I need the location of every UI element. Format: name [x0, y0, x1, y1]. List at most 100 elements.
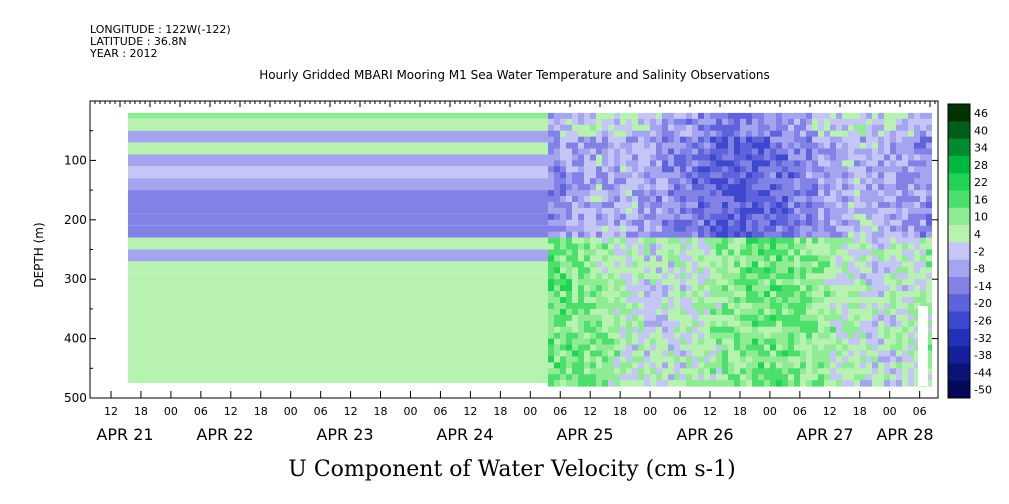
late-cell — [614, 255, 620, 262]
late-cell — [818, 332, 824, 340]
late-cell — [722, 196, 728, 203]
late-cell — [878, 249, 884, 256]
late-cell — [596, 326, 602, 334]
late-cell — [560, 196, 566, 203]
late-cell — [650, 237, 656, 245]
late-cell — [686, 362, 692, 369]
late-cell — [752, 356, 758, 363]
late-cell — [890, 273, 896, 280]
late-cell — [848, 267, 854, 274]
late-cell — [758, 148, 764, 155]
late-cell — [572, 314, 578, 322]
late-cell — [782, 178, 788, 185]
late-cell — [884, 320, 890, 328]
late-cell — [764, 291, 770, 298]
late-cell — [794, 142, 800, 150]
late-cell — [818, 231, 824, 239]
late-cell — [740, 160, 746, 167]
late-cell — [644, 213, 650, 221]
late-cell — [908, 356, 914, 363]
late-cell — [650, 380, 656, 387]
late-cell — [632, 302, 638, 310]
late-cell — [866, 219, 872, 227]
late-cell — [800, 172, 806, 179]
late-cell — [842, 148, 848, 155]
late-cell — [734, 136, 740, 144]
late-cell — [704, 338, 710, 346]
late-cell — [830, 172, 836, 179]
late-cell — [692, 273, 698, 280]
late-cell — [566, 302, 572, 310]
late-cell — [818, 350, 824, 357]
x-tick-label: 18 — [134, 405, 148, 418]
late-cell — [890, 285, 896, 292]
late-cell — [746, 237, 752, 245]
late-cell — [626, 201, 632, 209]
late-cell — [896, 326, 902, 334]
late-cell — [560, 130, 566, 138]
late-cell — [800, 196, 806, 203]
late-cell — [548, 243, 554, 250]
late-cell — [716, 344, 722, 351]
late-cell — [878, 148, 884, 155]
late-cell — [650, 154, 656, 161]
late-cell — [680, 219, 686, 227]
late-cell — [728, 243, 734, 250]
late-cell — [842, 291, 848, 298]
late-cell — [854, 291, 860, 298]
late-cell — [710, 130, 716, 138]
late-cell — [608, 213, 614, 221]
early-band — [128, 178, 548, 191]
late-cell — [860, 148, 866, 155]
late-cell — [692, 213, 698, 221]
late-cell — [758, 172, 764, 179]
late-cell — [914, 297, 920, 304]
late-cell — [650, 320, 656, 328]
late-cell — [836, 297, 842, 304]
late-cell — [680, 112, 686, 120]
late-cell — [770, 243, 776, 250]
late-cell — [614, 308, 620, 316]
late-cell — [692, 219, 698, 227]
late-cell — [806, 243, 812, 250]
late-cell — [674, 350, 680, 357]
late-cell — [806, 291, 812, 298]
late-cell — [752, 154, 758, 161]
late-cell — [824, 338, 830, 346]
late-cell — [674, 279, 680, 286]
late-cell — [830, 344, 836, 351]
late-cell — [914, 231, 920, 239]
late-cell — [746, 178, 752, 185]
late-cell — [830, 374, 836, 381]
late-cell — [560, 213, 566, 221]
late-cell — [860, 368, 866, 375]
late-cell — [908, 362, 914, 369]
late-cell — [548, 160, 554, 167]
late-cell — [734, 273, 740, 280]
late-cell — [590, 291, 596, 298]
late-cell — [836, 118, 842, 126]
late-cell — [908, 136, 914, 144]
late-cell — [668, 142, 674, 150]
late-cell — [692, 344, 698, 351]
late-cell — [872, 118, 878, 126]
late-cell — [578, 112, 584, 120]
late-cell — [662, 374, 668, 381]
late-cell — [800, 279, 806, 286]
late-cell — [860, 279, 866, 286]
late-cell — [620, 196, 626, 203]
late-cell — [620, 362, 626, 369]
late-cell — [548, 368, 554, 375]
late-cell — [578, 273, 584, 280]
late-cell — [590, 356, 596, 363]
late-cell — [806, 362, 812, 369]
late-cell — [560, 243, 566, 250]
colorbar-label: 22 — [974, 176, 988, 189]
late-cell — [860, 213, 866, 221]
late-cell — [710, 148, 716, 155]
late-cell — [686, 267, 692, 274]
late-cell — [638, 356, 644, 363]
late-cell — [662, 196, 668, 203]
late-cell — [584, 308, 590, 316]
late-cell — [656, 219, 662, 227]
